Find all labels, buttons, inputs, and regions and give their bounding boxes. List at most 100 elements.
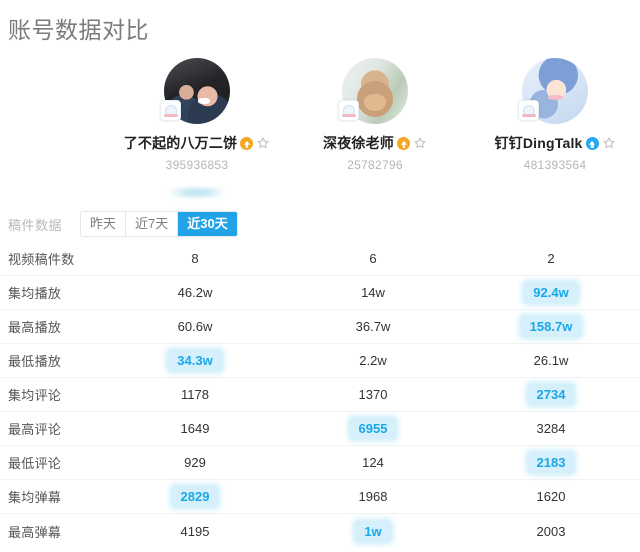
date-range-tabs[interactable]: 昨天 近7天 近30天 [80, 211, 238, 237]
table-cell: 34.3w [106, 350, 284, 371]
account-name-row-1: 了不起的八万二饼 [107, 133, 287, 153]
table-cell: 1968 [284, 486, 462, 507]
cell-value: 2.2w [359, 353, 387, 368]
cell-value-highlighted: 92.4w [524, 282, 578, 303]
cell-value: 36.7w [355, 319, 391, 334]
account-uid: 395936853 [165, 158, 229, 172]
cell-value: 2003 [536, 523, 566, 539]
scrolled-highlight-remnant [168, 188, 226, 197]
avatar-pendant-icon [338, 100, 359, 121]
table-row: 集均弹幕 2829 1968 1620 [0, 480, 640, 514]
table-cell: 6 [284, 248, 462, 269]
tab-last-7-days[interactable]: 近7天 [126, 212, 179, 236]
table-cell: 2829 [106, 486, 284, 507]
table-cell: 36.7w [284, 316, 462, 337]
row-label: 视频稿件数 [8, 252, 75, 267]
table-cell: 929 [106, 452, 284, 473]
account-uid: 25782796 [347, 158, 403, 172]
account-card-3[interactable]: 钉钉DingTalk 481393564 [465, 58, 640, 172]
cell-value: 1649 [180, 421, 210, 436]
table-cell: 1370 [284, 384, 462, 405]
table-cell: 1178 [106, 384, 284, 405]
page-title: 账号数据对比 [8, 17, 149, 43]
cell-value: 26.1w [533, 353, 569, 368]
table-cell: 8 [106, 248, 284, 269]
avatar-wrap-2[interactable] [338, 58, 408, 124]
table-cell: 92.4w [462, 282, 640, 303]
account-uid: 481393564 [523, 158, 587, 172]
cell-value: 8 [191, 251, 199, 266]
data-toolbar: 稿件数据 昨天 近7天 近30天 [0, 206, 640, 242]
table-cell: 158.7w [462, 316, 640, 337]
cell-value: 124 [362, 455, 384, 470]
table-cell: 46.2w [106, 282, 284, 303]
table-cell: 2003 [462, 521, 640, 542]
star-outline-icon[interactable] [413, 136, 427, 150]
table-cell: 2183 [462, 452, 640, 473]
row-label: 最低播放 [8, 354, 62, 369]
cell-value-highlighted: 2183 [527, 452, 575, 473]
table-cell: 14w [284, 282, 462, 303]
table-cell: 1620 [462, 486, 640, 507]
cell-value: 1178 [181, 387, 209, 402]
account-name[interactable]: 深夜徐老师 [323, 135, 394, 151]
table-cell: 6955 [284, 418, 462, 439]
table-cell: 2 [462, 248, 640, 269]
row-label: 集均评论 [8, 388, 62, 403]
cell-value-highlighted: 34.3w [168, 350, 222, 371]
avatar-wrap-1[interactable] [160, 58, 230, 124]
table-cell: 2.2w [284, 350, 462, 371]
table-row: 最低播放 34.3w 2.2w 26.1w [0, 344, 640, 378]
cell-value: 1370 [358, 387, 388, 402]
row-label: 最高播放 [8, 320, 62, 335]
cell-value: 6 [369, 251, 377, 266]
tab-yesterday[interactable]: 昨天 [81, 212, 127, 236]
row-label: 最高弹幕 [8, 524, 62, 540]
account-name-row-3: 钉钉DingTalk [465, 133, 640, 153]
table-cell: 4195 [106, 521, 284, 542]
row-label: 集均弹幕 [8, 490, 62, 505]
table-cell: 1w [284, 520, 462, 542]
cell-value: 4195 [180, 523, 210, 539]
table-row: 最高弹幕 4195 1w 2003 [0, 514, 640, 548]
account-card-2[interactable]: 深夜徐老师 25782796 [285, 58, 465, 172]
table-cell: 2734 [462, 384, 640, 405]
cell-value: 14w [361, 285, 385, 300]
cell-value: 1620 [536, 489, 566, 504]
table-row: 最高播放 60.6w 36.7w 158.7w [0, 310, 640, 344]
table-row: 最高评论 1649 6955 3284 [0, 412, 640, 446]
account-name[interactable]: 了不起的八万二饼 [123, 135, 238, 151]
cell-value-highlighted: 1w [355, 520, 391, 542]
table-cell: 60.6w [106, 316, 284, 337]
cell-value-highlighted: 6955 [349, 418, 397, 439]
toolbar-label: 稿件数据 [8, 217, 63, 233]
cell-value: 2 [547, 251, 555, 266]
account-card-1[interactable]: 了不起的八万二饼 395936853 [107, 58, 287, 172]
star-outline-icon[interactable] [602, 136, 616, 150]
tab-last-30-days[interactable]: 近30天 [178, 212, 237, 236]
comparison-table: 视频稿件数 8 6 2 集均播放 46.2w 14w 92.4w 最高播放 60.6w 36.7w 1… [0, 242, 640, 548]
cell-value: 3284 [536, 421, 566, 436]
row-label: 最高评论 [8, 422, 62, 437]
cell-value: 929 [184, 455, 206, 470]
avatar-wrap-3[interactable] [518, 58, 588, 124]
table-cell: 124 [284, 452, 462, 473]
row-label: 集均播放 [8, 286, 62, 301]
account-name-row-2: 深夜徐老师 [285, 133, 465, 153]
table-cell: 1649 [106, 418, 284, 439]
star-outline-icon[interactable] [256, 136, 270, 150]
table-row: 最低评论 929 124 2183 [0, 446, 640, 480]
cell-value: 46.2w [177, 285, 213, 300]
avatar-pendant-icon [518, 100, 539, 121]
row-label: 最低评论 [8, 456, 62, 471]
accounts-header: 了不起的八万二饼 395936853 深夜徐老师 [0, 58, 640, 183]
table-row: 集均评论 1178 1370 2734 [0, 378, 640, 412]
verified-badge-icon [585, 136, 599, 150]
table-cell: 26.1w [462, 350, 640, 371]
avatar-pendant-icon [160, 100, 181, 121]
verified-badge-icon [240, 136, 254, 150]
table-row: 视频稿件数 8 6 2 [0, 242, 640, 276]
verified-badge-icon [397, 136, 410, 150]
account-name[interactable]: 钉钉DingTalk [494, 135, 583, 151]
